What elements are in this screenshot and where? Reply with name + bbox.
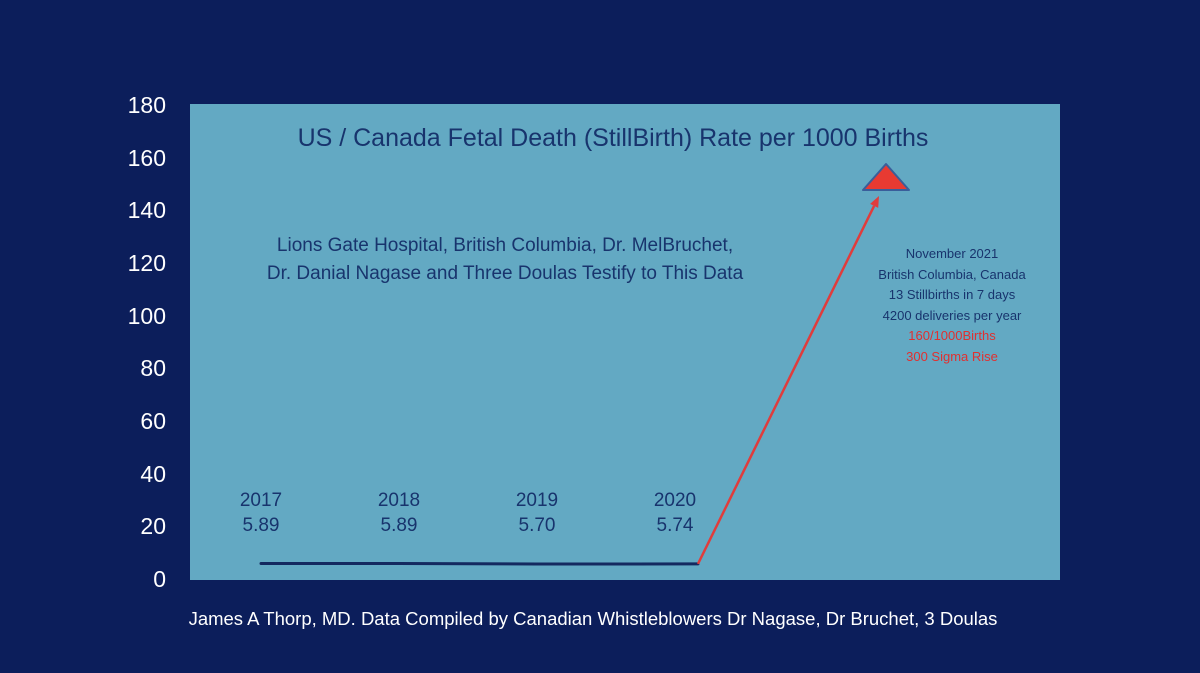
chart-title: US / Canada Fetal Death (StillBirth) Rat…	[297, 124, 929, 152]
year-label: 2020	[653, 490, 697, 511]
year-label: 2018	[377, 490, 421, 511]
testimony-line: Dr. Danial Nagase and Three Doulas Testi…	[266, 263, 744, 284]
y-tick-label: 20	[140, 513, 166, 540]
note-line: British Columbia, Canada	[878, 266, 1026, 282]
y-tick-label: 0	[153, 566, 166, 592]
november-2021-note: November 2021 British Columbia, Canada 1…	[840, 244, 1064, 367]
y-tick-label: 180	[127, 92, 166, 118]
y-tick-label: 140	[127, 197, 166, 224]
series-line	[259, 562, 700, 566]
year-label: 2019	[515, 490, 559, 511]
data-label: 5.89	[380, 515, 418, 536]
note-highlight-line: 160/1000Births	[908, 328, 996, 343]
note-line: 4200 deliveries per year	[882, 307, 1022, 323]
peak-triangle-icon	[862, 163, 910, 191]
data-label: 5.70	[518, 515, 556, 536]
plot-area	[190, 104, 1060, 580]
testimony-line: Lions Gate Hospital, British Columbia, D…	[276, 235, 734, 256]
y-tick-label: 100	[127, 302, 166, 329]
note-highlight-line: 300 Sigma Rise	[906, 348, 998, 364]
y-tick-label: 40	[140, 460, 166, 487]
y-tick-label: 160	[127, 144, 166, 171]
testimony-annotation: Lions Gate Hospital, British Columbia, D…	[210, 232, 800, 288]
y-tick-label: 60	[140, 408, 166, 434]
footer-credit: James A Thorp, MD. Data Compiled by Cana…	[188, 608, 998, 629]
year-label: 2017	[239, 490, 283, 511]
y-tick-label: 80	[140, 355, 166, 382]
note-line: November 2021	[905, 246, 999, 261]
data-label: 5.89	[242, 515, 280, 536]
data-label: 5.74	[656, 515, 694, 536]
rise-arrow	[696, 205, 876, 565]
y-tick-label: 120	[127, 250, 166, 276]
note-line: 13 Stillbirths in 7 days	[888, 287, 1016, 302]
rise-arrowhead-icon	[870, 196, 879, 208]
